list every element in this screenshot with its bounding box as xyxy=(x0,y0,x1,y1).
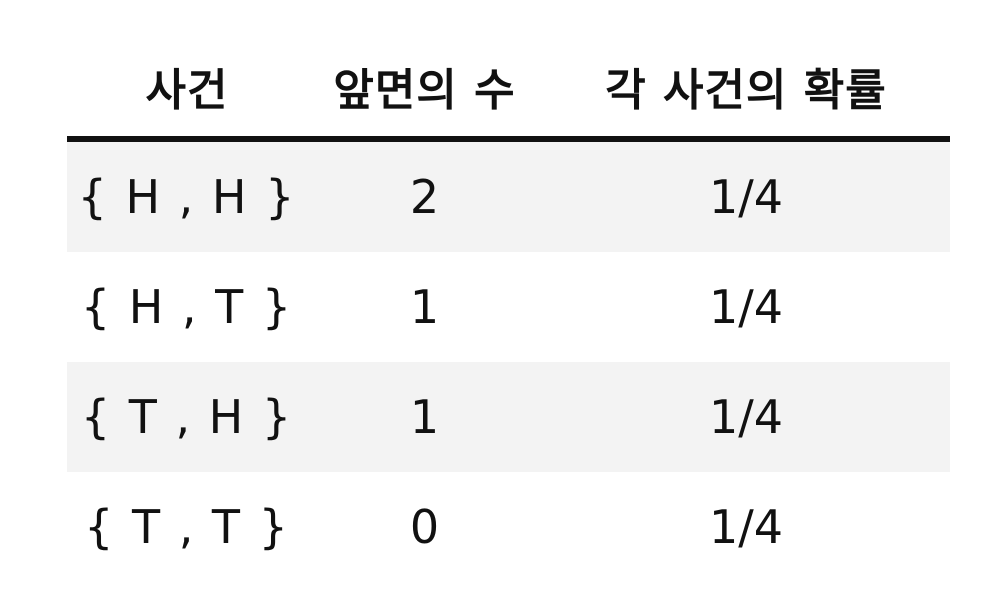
probability-cell: 1/4 xyxy=(708,280,784,334)
header-probability: 각 사건의 확률 xyxy=(605,65,887,116)
heads-count-cell: 1 xyxy=(409,390,440,444)
header-event: 사건 xyxy=(145,65,229,116)
table-row: { T , T } 0 1/4 xyxy=(67,472,950,582)
heads-count-cell: 2 xyxy=(409,170,440,224)
table-row: { T , H } 1 1/4 xyxy=(67,362,950,472)
table-row: { H , T } 1 1/4 xyxy=(67,252,950,362)
heads-count-cell: 0 xyxy=(409,500,440,554)
event-cell: { T , H } xyxy=(80,390,294,444)
header-heads-count: 앞면의 수 xyxy=(333,65,516,116)
heads-count-cell: 1 xyxy=(409,280,440,334)
table-header: 사건 앞면의 수 각 사건의 확률 xyxy=(67,30,950,142)
table-row: { H , H } 2 1/4 xyxy=(67,142,950,252)
probability-cell: 1/4 xyxy=(708,390,784,444)
probability-cell: 1/4 xyxy=(708,170,784,224)
probability-cell: 1/4 xyxy=(708,500,784,554)
event-cell: { H , T } xyxy=(80,280,294,334)
event-cell: { H , H } xyxy=(77,170,297,224)
probability-table: 사건 앞면의 수 각 사건의 확률 { H , H } 2 1/4 { H , … xyxy=(67,30,950,582)
event-cell: { T , T } xyxy=(84,500,290,554)
